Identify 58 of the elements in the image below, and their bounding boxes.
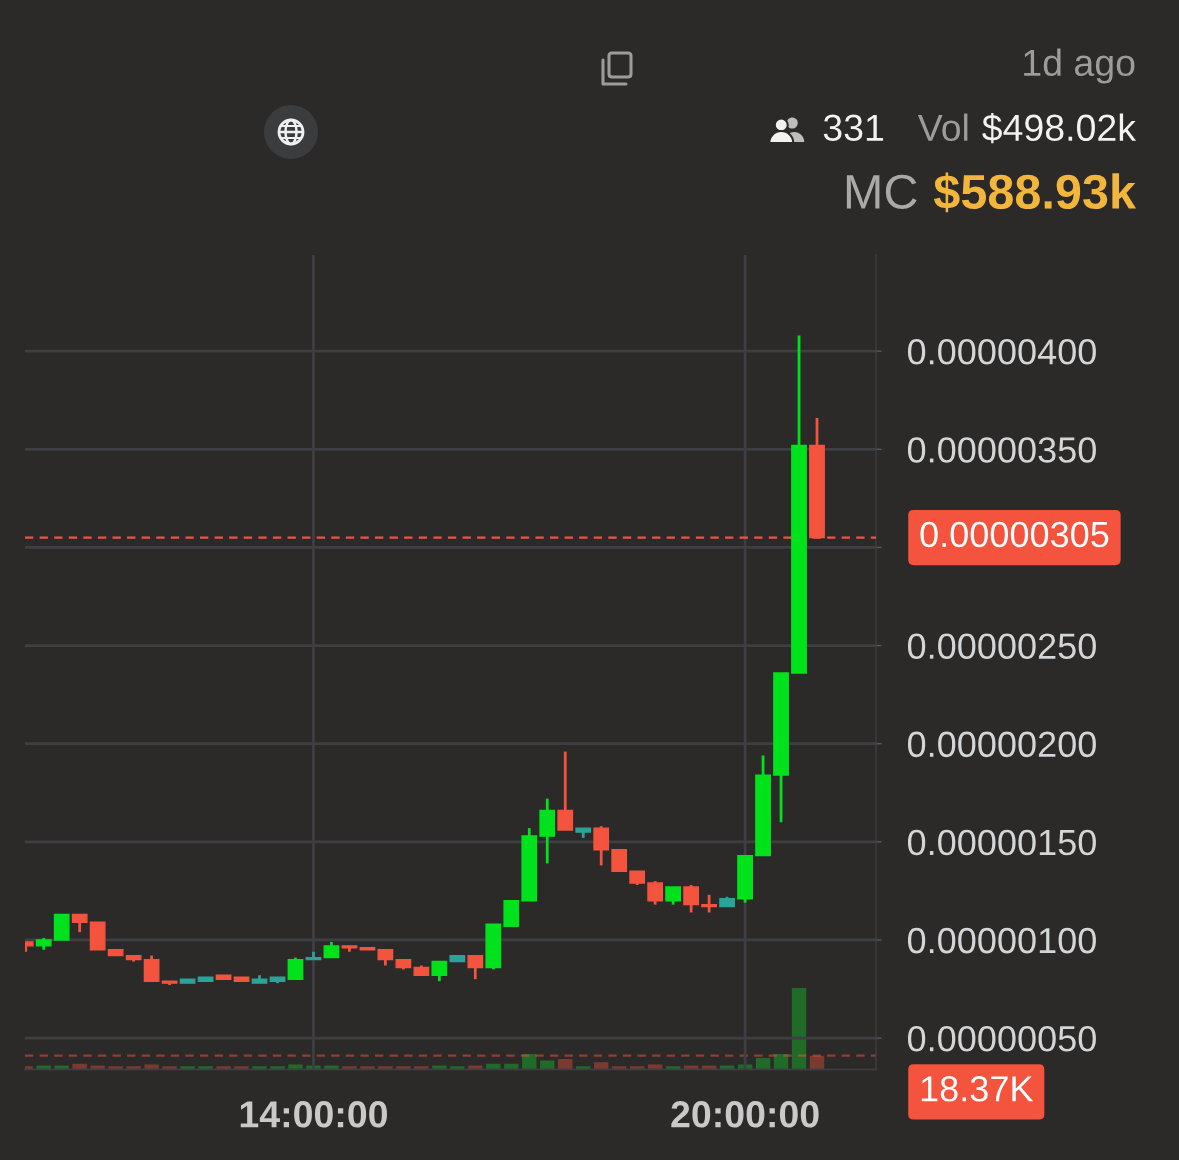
bar [755,1058,771,1070]
bar [414,1066,429,1070]
x-tick-label: 20:00:00 [671,1101,819,1128]
y-tick-label: 0.00000400 [907,339,1096,365]
bar [162,1066,177,1070]
bar [432,1065,447,1070]
bar [396,1066,411,1070]
bar [216,1066,231,1070]
bar [378,1066,393,1070]
y-tick-label: 0.00000150 [907,829,1096,856]
text: 1d ago [1024,48,1135,84]
y-tick-label: 0.00000250 [907,633,1096,660]
bar [360,1066,375,1070]
bar [36,1065,51,1070]
candlestick [593,824,610,867]
ref-line-label: 18.37K [921,1076,1034,1102]
bar [791,988,807,1070]
bar [719,1065,735,1070]
text: $588.93k [933,172,1137,213]
text: Vol [917,113,968,142]
candlestick [143,954,160,983]
bar [252,1066,267,1070]
bar [558,1058,573,1070]
candlestick [431,960,448,983]
bar [701,1065,717,1070]
bar [90,1065,105,1070]
bar [773,1054,789,1070]
candlestick [557,750,574,832]
candlestick [683,883,700,914]
bar [450,1066,465,1070]
bar [683,1065,699,1070]
y-tick-label: 0.00000100 [907,927,1096,954]
bar [180,1066,195,1070]
bar [522,1054,537,1070]
bar [72,1063,87,1070]
candlestick [647,879,664,907]
bar [809,1055,825,1070]
candlestick [287,956,304,981]
bar [342,1066,357,1070]
bar [594,1062,609,1070]
bar [126,1066,141,1070]
text: $498.02k [982,112,1137,144]
bar [108,1066,123,1070]
text: MC [846,174,917,210]
text: 331 [823,114,884,142]
y-tick-label: 0.00000350 [907,437,1096,463]
ref-line-label: 0.00000305 [920,521,1109,548]
bar [54,1065,69,1070]
y-tick-label: 0.00000200 [907,731,1096,758]
bar [198,1066,213,1070]
bar [270,1066,285,1070]
candlestick [611,848,628,872]
bar [234,1066,249,1070]
y-tick-label: 0.00000050 [907,1025,1096,1052]
bar [468,1065,483,1070]
candlestick [467,954,484,981]
x-tick-label: 14:00:00 [240,1101,387,1128]
bar [324,1065,339,1070]
